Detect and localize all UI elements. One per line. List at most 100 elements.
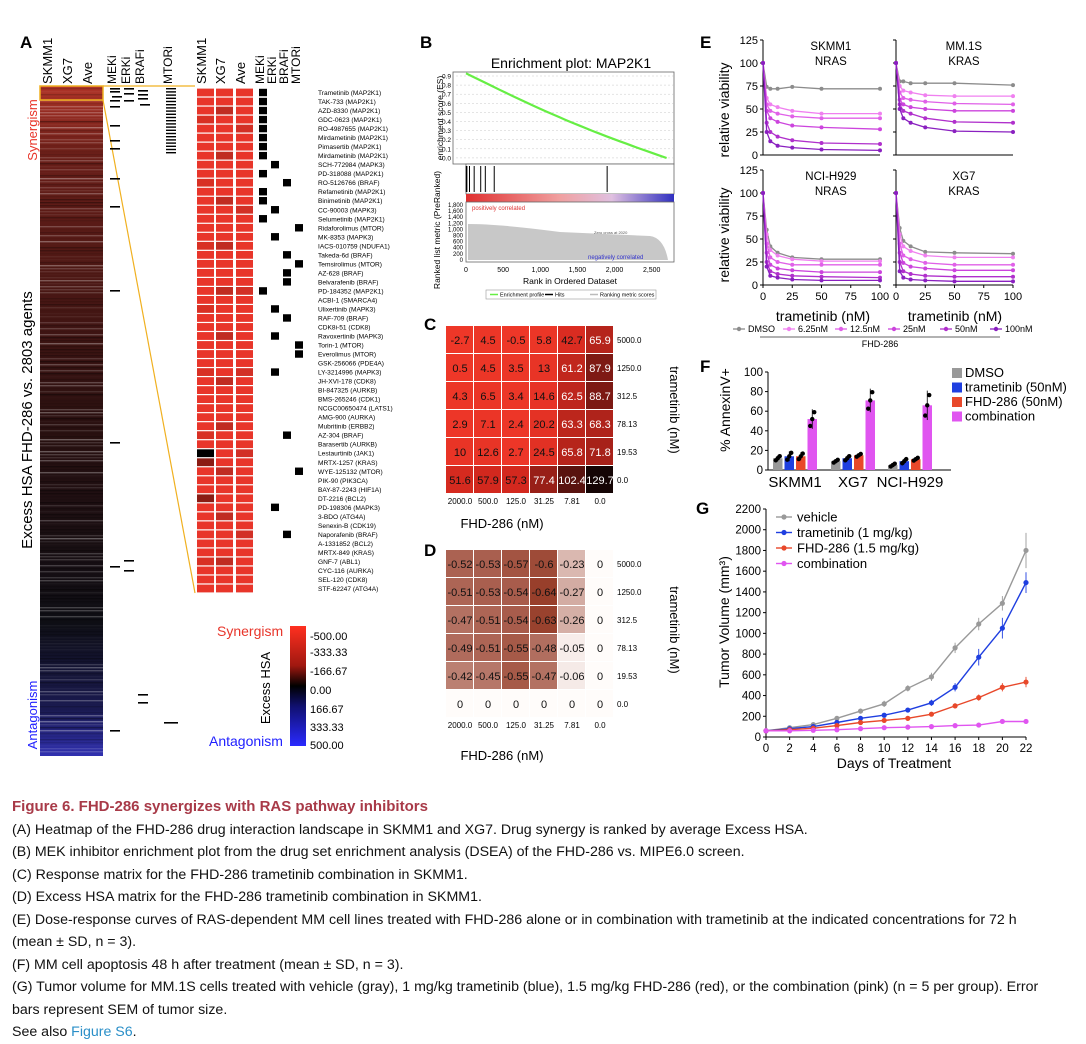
dose-response-point (952, 255, 957, 260)
legend-title: Excess HSA (258, 652, 273, 725)
heatmap-stripe (40, 724, 103, 726)
heatmap-stripe (40, 634, 103, 636)
dose-response-point (764, 264, 769, 269)
matrix-cell (502, 550, 529, 577)
zoom-heatmap-cell (236, 133, 253, 142)
e-y-tick: 0 (752, 150, 758, 162)
mechanism-mark (138, 90, 148, 92)
heatmap-stripe (40, 658, 103, 660)
zoom-mechanism-mark (259, 287, 267, 295)
matrix-value: 7.1 (480, 419, 495, 431)
dose-response-point (894, 191, 898, 195)
zoom-heatmap-cell (197, 205, 214, 214)
matrix-cell (586, 382, 613, 409)
heatmap-stripe (40, 157, 103, 159)
heatmap-stripe (40, 703, 103, 704)
heatmap-stripe (40, 151, 103, 152)
mechanism-mark (138, 694, 148, 696)
caption-d: (D) Excess HSA matrix for the FHD-286 tr… (12, 889, 482, 905)
heatmap-stripe (40, 655, 103, 657)
matrix-y-tick: 5000.0 (617, 336, 642, 345)
tumor-volume-label: Tumor Volume (mm³) (716, 556, 732, 688)
matrix-value: -0.23 (559, 559, 584, 571)
dose-response-point (878, 148, 882, 153)
heatmap-stripe (40, 301, 103, 303)
dose-response-line (762, 62, 881, 145)
drug-label: Ridaforolimus (MTOR) (318, 225, 384, 232)
dose-response-point (897, 107, 902, 111)
zoom-heatmap-cell (216, 124, 233, 133)
zoom-heatmap-cell (197, 413, 214, 422)
matrix-x-tick: 31.25 (534, 497, 555, 506)
matrix-cell (474, 634, 501, 661)
matrix-value: -0.42 (447, 671, 472, 683)
zoom-heatmap-cell (216, 404, 233, 413)
heatmap-stripe (40, 130, 103, 132)
heatmap-stripe (40, 133, 103, 135)
matrix-cell (558, 606, 585, 633)
matrix-cell (558, 326, 585, 353)
data-point (835, 457, 840, 463)
dose-response-point (952, 94, 957, 99)
tumor-point (999, 625, 1005, 631)
heatmap-stripe (40, 325, 103, 327)
matrix-x-tick: 2000.0 (448, 497, 473, 506)
zoom-heatmap-cell (216, 286, 233, 295)
f-category: NCI-H929 (877, 474, 944, 491)
zoom-heatmap-cell (197, 422, 214, 431)
drug-label: RAF-709 (BRAF) (318, 315, 368, 322)
dose-response-point (878, 111, 882, 116)
legend-swatch (952, 411, 962, 422)
trametinib-label-left: trametinib (nM) (776, 308, 870, 324)
mtor-mark (166, 152, 176, 154)
g-x-tick: 2 (786, 743, 792, 755)
dose-response-point (878, 116, 882, 121)
heatmap-stripe (40, 349, 103, 351)
dose-response-point (761, 61, 765, 65)
matrix-cell (446, 438, 473, 465)
heatmap-stripe (40, 505, 103, 507)
tumor-point (905, 724, 911, 730)
tumor-point (787, 728, 793, 734)
zoom-mechanism-mark (271, 368, 279, 376)
heatmap-stripe (40, 523, 103, 524)
legend-marker (891, 326, 897, 332)
tumor-point (834, 715, 840, 721)
zoom-mechanism-mark (259, 151, 267, 160)
zoom-mechanism-mark (259, 142, 267, 151)
legend-ticks: -500.00 -333.33 -166.67 0.00 166.67 333.33 500… (310, 631, 347, 752)
matrix-value: -0.5 (507, 335, 526, 347)
zoom-heatmap-cell (216, 196, 233, 205)
matrix-cell (530, 662, 557, 689)
heatmap-stripe (40, 643, 103, 645)
tumor-point (976, 695, 982, 701)
matrix-value: -0.53 (475, 559, 500, 571)
drug-label: Takeda-6d (BRAF) (318, 252, 373, 259)
mtor-mark (166, 142, 176, 144)
dose-response-point (952, 119, 957, 124)
figure-s6-link[interactable]: Figure S6 (71, 1024, 133, 1040)
zoom-mechanism-mark (259, 88, 267, 97)
tumor-point (1023, 718, 1029, 725)
g-x-tick: 18 (972, 743, 985, 755)
g-y-tick: 1000 (735, 628, 761, 640)
dose-response-point (908, 264, 913, 269)
heatmap-stripe (40, 115, 103, 117)
mtor-mark (166, 94, 176, 96)
annexin-label: % AnnexinV+ (717, 368, 733, 452)
zoom-heatmap-cell (216, 214, 233, 223)
see-also-suffix: . (132, 1024, 137, 1040)
zoom-heatmap-cell (197, 169, 214, 178)
mechanism-mark (110, 206, 120, 208)
matrix-cell (530, 438, 557, 465)
drug-label: MRTX-1257 (KRAS) (318, 460, 378, 467)
zoom-heatmap-cell (236, 395, 253, 404)
zoom-heatmap-cell (197, 395, 214, 404)
heatmap-stripe (40, 229, 103, 230)
dose-response-point (790, 138, 795, 143)
data-point (800, 451, 805, 456)
heatmap-stripe (40, 439, 103, 441)
legend-swatch (952, 382, 962, 393)
matrix-value: -0.49 (447, 643, 472, 655)
matrix-cell (474, 578, 501, 605)
